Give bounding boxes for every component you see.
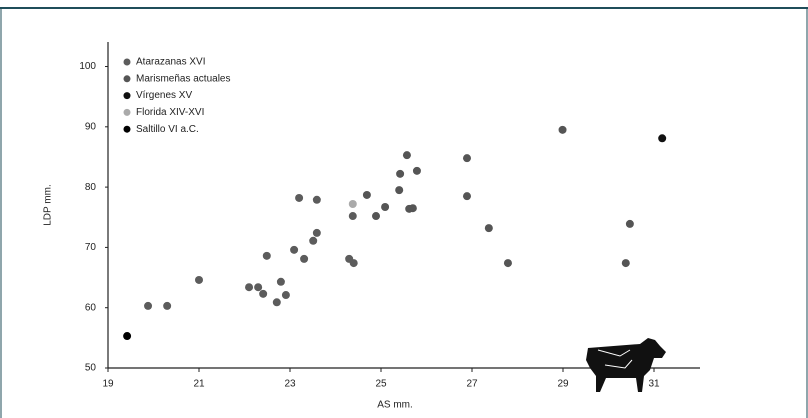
- legend-label: Vírgenes XV: [136, 90, 192, 101]
- point: [272, 298, 281, 307]
- point: [312, 195, 321, 204]
- point: [300, 254, 309, 263]
- point: [558, 125, 567, 134]
- y-axis-label: LDP mm.: [43, 184, 54, 226]
- legend-marker: [123, 75, 131, 83]
- y-tick-label: 80: [85, 182, 97, 193]
- point: [625, 219, 634, 228]
- point: [144, 301, 153, 310]
- point: [163, 301, 172, 310]
- point: [312, 228, 321, 237]
- point: [658, 134, 667, 143]
- legend-label: Florida XIV-XVI: [136, 107, 204, 118]
- point: [123, 332, 132, 341]
- x-tick-label: 29: [557, 379, 569, 390]
- point: [503, 259, 512, 268]
- point: [395, 186, 404, 195]
- point: [362, 190, 371, 199]
- x-tick-label: 25: [375, 379, 387, 390]
- point: [281, 291, 290, 300]
- y-tick-label: 90: [85, 121, 97, 132]
- x-tick-label: 23: [284, 379, 296, 390]
- point: [381, 203, 390, 212]
- x-tick-label: 19: [102, 379, 114, 390]
- point: [349, 259, 358, 268]
- legend-label: Saltillo VI a.C.: [136, 124, 199, 135]
- point: [309, 236, 318, 245]
- point: [408, 204, 417, 213]
- point: [259, 289, 268, 298]
- point: [371, 212, 380, 221]
- x-axis-label: AS mm.: [377, 400, 413, 411]
- point: [254, 283, 263, 292]
- point: [412, 166, 421, 175]
- point: [195, 275, 203, 284]
- y-tick-label: 50: [85, 363, 97, 374]
- point: [621, 259, 630, 268]
- x-tick-label: 31: [648, 379, 660, 390]
- legend-label: Marismeñas actuales: [136, 73, 230, 84]
- point: [245, 283, 254, 292]
- point: [262, 251, 271, 260]
- legend-label: Atarazanas XVI: [136, 57, 205, 68]
- y-tick-label: 70: [85, 242, 97, 253]
- legend-marker: [123, 108, 131, 116]
- point: [290, 245, 299, 254]
- point: [462, 154, 471, 163]
- legend-marker: [123, 58, 131, 66]
- point: [276, 277, 285, 286]
- y-tick-label: 100: [79, 61, 96, 72]
- x-tick-label: 27: [466, 379, 478, 390]
- point: [396, 169, 405, 178]
- point: [462, 192, 471, 201]
- y-tick-label: 60: [85, 302, 97, 313]
- point: [295, 193, 304, 202]
- point: [484, 224, 493, 233]
- legend-marker: [123, 92, 131, 100]
- x-tick-label: 21: [193, 379, 205, 390]
- cow-icon: [586, 338, 666, 392]
- legend-marker: [123, 125, 131, 133]
- point: [402, 151, 411, 160]
- point: [348, 212, 357, 221]
- point: [348, 199, 357, 208]
